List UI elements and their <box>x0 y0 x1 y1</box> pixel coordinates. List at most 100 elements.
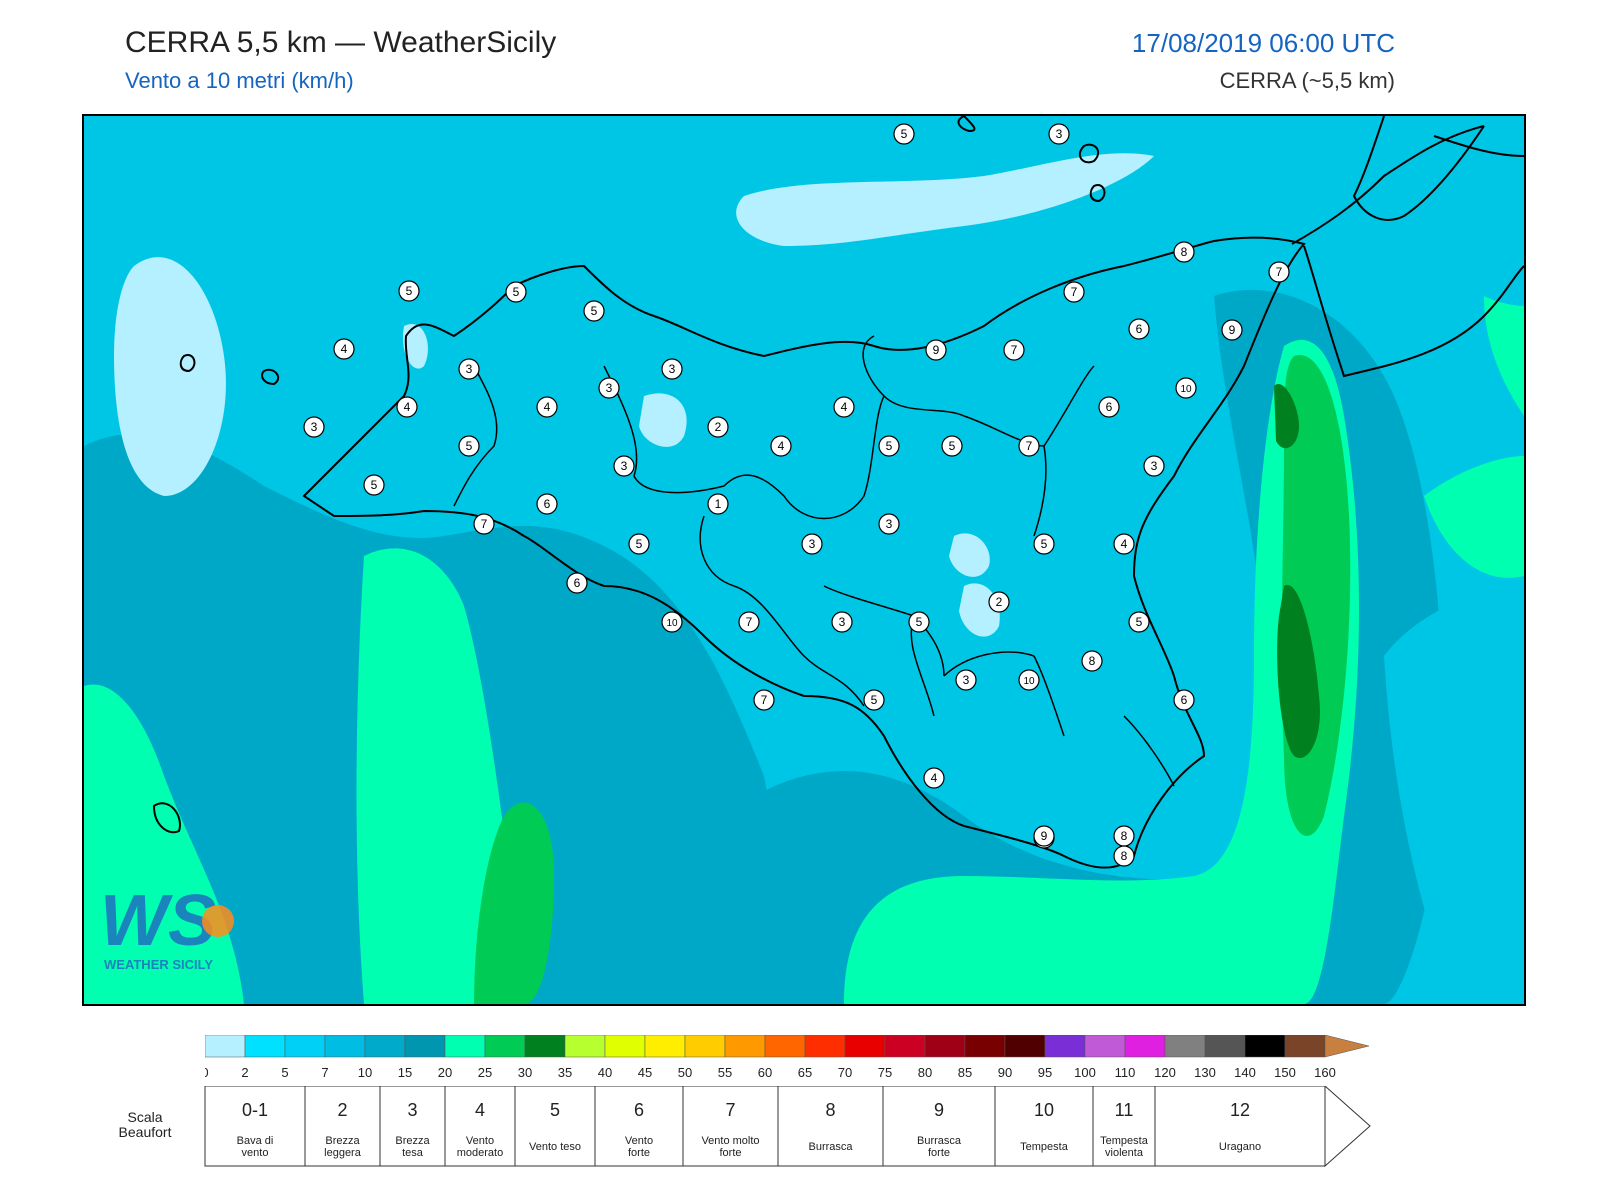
beaufort-desc: Brezza <box>395 1135 430 1147</box>
station-value: 3 <box>886 517 893 531</box>
beaufort-scale-label: Scala Beaufort <box>92 1110 198 1140</box>
colorbar-tick-label: 70 <box>838 1065 852 1080</box>
colorbar-swatch <box>764 1035 806 1058</box>
station-value: 5 <box>591 304 598 318</box>
station-marker-circle <box>878 513 900 535</box>
beaufort-desc: Tempesta <box>1020 1141 1069 1153</box>
station-marker-circle <box>770 435 792 457</box>
station-marker: 9 <box>925 339 947 361</box>
station-marker: 4 <box>770 435 792 457</box>
colorbar-swatch <box>884 1035 926 1058</box>
station-marker-circle <box>505 281 527 303</box>
colorbar-swatch <box>564 1035 606 1058</box>
station-marker-circle <box>923 767 945 789</box>
station-value: 3 <box>809 537 816 551</box>
station-marker: 8 <box>1113 845 1135 867</box>
station-value: 5 <box>636 537 643 551</box>
model-label: CERRA (~5,5 km) <box>1219 68 1395 93</box>
station-marker: 2 <box>707 416 729 438</box>
station-marker: 10 <box>661 611 683 633</box>
beaufort-desc: Burrasca <box>917 1135 962 1147</box>
station-value: 4 <box>931 771 938 785</box>
colorbar-swatch <box>284 1035 326 1058</box>
station-value: 5 <box>513 285 520 299</box>
station-marker-circle <box>333 338 355 360</box>
station-marker-circle <box>1081 650 1103 672</box>
colorbar-tick-label: 160 <box>1314 1065 1336 1080</box>
station-value: 3 <box>311 420 318 434</box>
station-value: 5 <box>466 439 473 453</box>
station-marker: 3 <box>801 533 823 555</box>
station-marker: 7 <box>1063 281 1085 303</box>
station-marker-circle <box>1221 319 1243 341</box>
station-marker: 3 <box>1143 455 1165 477</box>
station-marker: 4 <box>1113 533 1135 555</box>
station-marker-circle <box>831 611 853 633</box>
station-marker: 5 <box>941 435 963 457</box>
colorbar-swatch <box>444 1035 486 1058</box>
colorbar-swatch <box>1084 1035 1126 1058</box>
beaufort-desc: Uragano <box>1219 1141 1261 1153</box>
colorbar-tick-label: 20 <box>438 1065 452 1080</box>
station-marker-circle <box>753 689 775 711</box>
colorbar-swatch <box>404 1035 446 1058</box>
station-value: 5 <box>1136 615 1143 629</box>
station-value: 2 <box>715 420 722 434</box>
station-value: 3 <box>1151 459 1158 473</box>
station-marker: 5 <box>1033 533 1055 555</box>
station-marker: 10 <box>1018 669 1040 691</box>
colorbar-tick-label: 15 <box>398 1065 412 1080</box>
station-value: 3 <box>839 615 846 629</box>
station-value: 7 <box>481 517 488 531</box>
colorbar-tick-label: 55 <box>718 1065 732 1080</box>
beaufort-desc: Vento <box>625 1135 653 1147</box>
station-marker-circle <box>303 416 325 438</box>
station-value: 7 <box>746 615 753 629</box>
station-marker: 9 <box>1221 319 1243 341</box>
colorbar-tick-label: 100 <box>1074 1065 1096 1080</box>
station-marker-circle <box>1018 669 1040 691</box>
colorbar-tick-label: 80 <box>918 1065 932 1080</box>
beaufort-number: 6 <box>634 1100 644 1120</box>
station-value: 5 <box>916 615 923 629</box>
station-marker-circle <box>613 455 635 477</box>
station-marker-circle <box>1113 533 1135 555</box>
station-marker-circle <box>707 493 729 515</box>
colorbar-tick-label: 0 <box>205 1065 209 1080</box>
station-marker-circle <box>396 396 418 418</box>
colorbar-swatch <box>1124 1035 1166 1058</box>
colorbar-swatch <box>524 1035 566 1058</box>
station-value: 4 <box>778 439 785 453</box>
station-marker: 8 <box>1173 241 1195 263</box>
colorbar-swatch <box>1284 1035 1326 1058</box>
colorbar-tick-label: 90 <box>998 1065 1012 1080</box>
station-marker: 7 <box>753 689 775 711</box>
station-marker-circle <box>628 533 650 555</box>
beaufort-desc: Burrasca <box>808 1141 853 1153</box>
beaufort-scale-label-line2: Beaufort <box>118 1124 172 1140</box>
station-marker: 5 <box>458 435 480 457</box>
station-value: 8 <box>1181 245 1188 259</box>
station-marker: 6 <box>566 572 588 594</box>
station-value: 4 <box>841 400 848 414</box>
beaufort-desc: Brezza <box>325 1135 360 1147</box>
colorbar-tick-label: 65 <box>798 1065 812 1080</box>
beaufort-number: 5 <box>550 1100 560 1120</box>
station-value: 7 <box>1071 285 1078 299</box>
station-marker-circle <box>925 339 947 361</box>
beaufort-desc: moderato <box>457 1147 503 1159</box>
station-marker: 4 <box>396 396 418 418</box>
map-title: CERRA 5,5 km — WeatherSicily <box>125 26 557 59</box>
station-marker-circle <box>363 474 385 496</box>
station-marker: 5 <box>398 280 420 302</box>
weathersicily-logo: WS WEATHER SICILY <box>100 881 234 972</box>
station-value: 3 <box>606 381 613 395</box>
station-marker-circle <box>661 611 683 633</box>
beaufort-number: 8 <box>825 1100 835 1120</box>
station-marker: 8 <box>1113 825 1135 847</box>
